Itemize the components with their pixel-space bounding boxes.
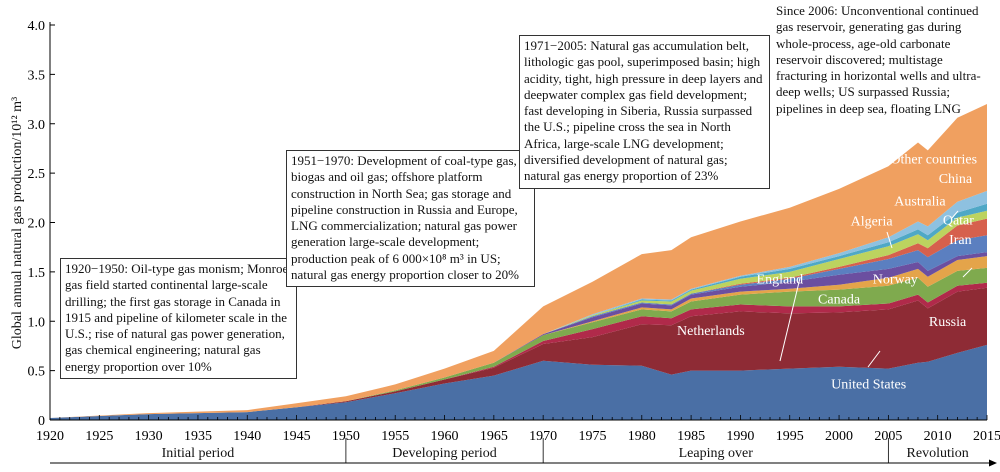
x-tick-label: 1960 [431,429,459,444]
y-tick-label: 1.5 [28,266,46,281]
series-labels: United States Russia Netherlands Canada Norw… [677,152,977,392]
x-tick-label: 1985 [677,429,705,444]
x-tick-label: 1945 [283,429,311,444]
y-tick-label: 1.0 [28,315,46,330]
y-tick-label: 2.0 [28,217,46,232]
area-other-countries [50,104,987,418]
series-label-iran: Iran [949,233,972,248]
series-label-russia: Russia [929,315,967,330]
x-tick-label: 1970 [529,429,557,444]
label-leader-lines [779,210,973,368]
annotation-1920-1950: 1920−1950: Oil-type gas monism; Monroe g… [60,258,297,380]
leader-line [886,231,893,249]
x-tick-label: 1925 [85,429,113,444]
annotation-since-2006: Since 2006: Unconventional continued gas… [776,3,981,116]
period-axis [50,438,997,467]
x-tick-label: 1955 [381,429,409,444]
x-tick-label: 1975 [578,429,606,444]
y-tick-label: 0 [38,414,45,429]
series-label-canada: Canada [818,292,861,307]
x-tick-label: 1965 [480,429,508,444]
area-england [50,252,987,418]
series-label-norway: Norway [873,273,918,288]
annotation-1951-1970: 1951−1970: Development of coal-type gas,… [286,150,535,288]
period-axis-arrow [989,459,997,467]
x-tick-label: 1930 [135,429,163,444]
y-tick-label: 4.0 [28,19,46,34]
stacked-areas [50,104,987,420]
series-label-australia: Australia [894,195,946,210]
x-tick-label: 1940 [233,429,261,444]
y-tick-label: 2.5 [28,167,46,182]
period-label-developing-period: Developing period [392,446,497,461]
leader-line [779,277,801,362]
x-tick-label: 2000 [825,429,853,444]
x-tick-label: 1920 [36,429,64,444]
x-tick-label: 1935 [184,429,212,444]
x-tick-label: 2010 [924,429,952,444]
x-tick-label: 1995 [776,429,804,444]
y-tick-label: 3.5 [28,68,46,83]
series-label-netherlands: Netherlands [677,324,745,339]
series-label-england: England [757,273,804,288]
y-tick-label: 0.5 [28,365,46,380]
leader-line [962,267,973,278]
series-label-other-countries: Other countries [890,152,977,167]
x-tick-label: 2015 [973,429,1000,444]
x-tick-label: 1990 [726,429,754,444]
axes: 0 0.5 1.0 1.5 2.0 2.5 3.0 3.5 4.0 1920 1925 1930 193… [28,19,1000,444]
y-tick-label: 3.0 [28,118,46,133]
series-label-qatar: Qatar [943,213,974,228]
leader-line [867,350,881,368]
area-united-states [50,344,987,420]
series-label-united-states: United States [831,377,906,392]
annotation-1971-2005: 1971−2005: Natural gas accumulation belt… [519,35,770,189]
x-tick-label: 1950 [332,429,360,444]
x-tick-label: 2005 [874,429,902,444]
y-axis-label: Global annual natural gas production/10¹… [10,96,25,350]
leader-line [951,210,959,219]
series-label-algeria: Algeria [851,214,894,229]
x-tick-label: 1980 [628,429,656,444]
area-russia [50,287,987,418]
series-label-china: China [939,172,973,187]
period-label-leaping-over: Leaping over [678,446,753,461]
period-label-initial-period: Initial period [161,446,235,461]
period-label-revolution: Revolution [906,446,969,461]
